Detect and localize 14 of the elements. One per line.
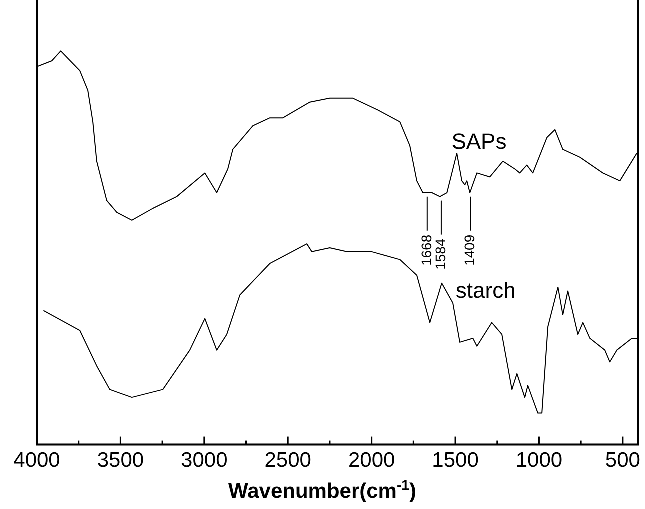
series-label: SAPs <box>452 129 507 154</box>
annotation: 1668 <box>418 234 434 266</box>
x-tick-label: 2000 <box>348 449 396 472</box>
x-tick-label: 1000 <box>516 449 563 472</box>
x-tick-label: 1500 <box>432 449 479 472</box>
x-tick-label: 3000 <box>181 449 228 472</box>
x-tick-label: 2500 <box>264 449 312 472</box>
annotation: 1409 <box>462 234 478 266</box>
annotation: 1584 <box>432 238 448 270</box>
x-tick-label: 4000 <box>14 449 60 472</box>
x-tick-label: 3500 <box>97 449 144 472</box>
x-tick-label: 500 <box>605 449 640 472</box>
x-axis-title: Wavenumber(cm$^{-1}$) <box>228 477 418 504</box>
series-label: starch <box>456 278 516 304</box>
